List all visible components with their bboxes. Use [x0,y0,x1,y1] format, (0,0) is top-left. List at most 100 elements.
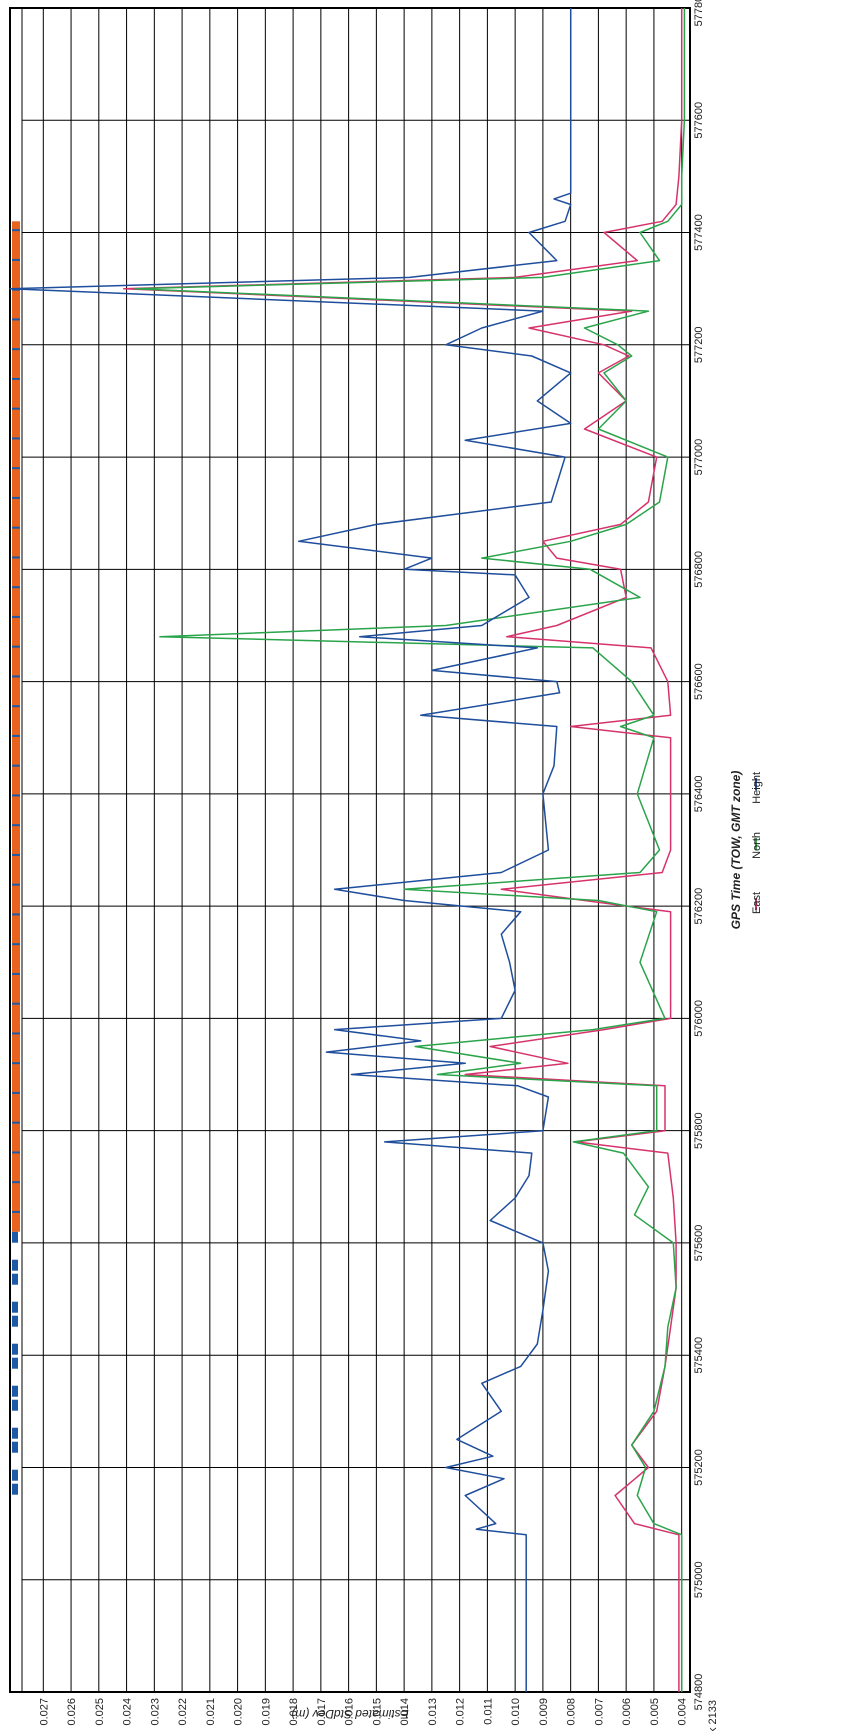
y-tick-label: 0.027 [38,1698,50,1726]
x-tick-label: 577200 [693,326,705,363]
x-tick-label: 576200 [693,888,705,925]
quality-float-stripe [12,437,20,440]
quality-segment [12,1455,18,1467]
quality-float-stripe [12,1062,20,1065]
quality-float-stripe [12,883,20,886]
quality-float-stripe [12,1121,20,1124]
x-tick-label: 577000 [693,439,705,476]
quality-segment [12,1441,18,1453]
x-tick-label: 575200 [693,1449,705,1486]
quality-float-stripe [12,1210,20,1213]
quality-segment [12,1399,18,1411]
quality-float-stripe [12,675,20,678]
quality-float-stripe [12,1151,20,1154]
quality-float-stripe [12,764,20,767]
y-axis-title: Estimated StdDev (m) [291,1707,408,1721]
y-tick-label: 0.022 [177,1698,189,1726]
y-tick-label: 0.018 [288,1698,300,1726]
quality-segment [12,1343,18,1355]
quality-float-stripe [12,258,20,261]
quality-segment [12,1413,18,1425]
grid [22,7,690,1693]
plot-area [9,7,691,1693]
quality-float-stripe [12,794,20,797]
legend: East North Height [751,772,763,914]
x-axis-title: GPS Time (TOW, GMT zone) [729,771,743,930]
y-tick-label: 0.014 [399,1698,411,1726]
quality-float-stripe [12,318,20,321]
quality-float-stripe [12,348,20,351]
quality-segment [12,1287,18,1299]
quality-float-stripe [12,972,20,975]
series-line-height [9,8,572,1692]
quality-float-stripe [12,1002,20,1005]
quality-float-stripe [12,705,20,708]
quality-float-stripe [12,734,20,737]
quality-float-stripe [12,1181,20,1184]
quality-segment [12,1231,18,1243]
quality-float-stripe [12,526,20,529]
quality-segment [12,1259,18,1271]
quality-float-stripe [12,1091,20,1094]
x-tick-label: 576800 [693,551,705,588]
quality-float-stripe [12,943,20,946]
quality-float-stripe [12,586,20,589]
y-tick-label: 0.019 [260,1698,272,1726]
y-tick-label: 0.010 [510,1698,522,1726]
y-tick-label: 0.004 [677,1698,689,1726]
quality-float-stripe [12,853,20,856]
x-tick-label: 574800 [693,1674,705,1711]
week-label: Week 2133 [707,1700,719,1731]
quality-segment [12,1427,18,1439]
quality-float-stripe [12,229,20,232]
y-tick-label: 0.009 [538,1698,550,1726]
quality-float-stripe [12,467,20,470]
quality-segment [12,1371,18,1383]
y-tick-label: 0.021 [205,1698,217,1726]
series-lines [9,8,686,1692]
y-tick-label: 0.013 [427,1698,439,1726]
quality-float-stripe [12,913,20,916]
quality-segment [12,1315,18,1327]
quality-segment [12,1483,18,1495]
quality-float-stripe [12,377,20,380]
x-tick-label: 576400 [693,776,705,813]
y-tick-label: 0.007 [593,1698,605,1726]
y-tick-label: 0.026 [66,1698,78,1726]
quality-float-stripe [12,407,20,410]
y-tick-label: 0.023 [149,1698,161,1726]
y-tick-label: 0.025 [94,1698,106,1726]
quality-float-stripe [12,1032,20,1035]
quality-segment [12,1357,18,1369]
y-tick-label: 0.012 [455,1698,467,1726]
y-tick-label: 0.011 [482,1698,494,1725]
x-tick-label: 575400 [693,1337,705,1374]
y-tick-label: 0.008 [566,1698,578,1726]
quality-segment [12,221,20,1232]
legend-label-east: East [751,892,763,914]
plot-frame [9,7,691,1693]
axis-titles: Week 2133 GPS Time (TOW, GMT zone) Estim… [291,771,743,1731]
x-tick-label: 575800 [693,1112,705,1149]
y-tick-label: 0.015 [371,1698,383,1726]
y-tick-label: 0.017 [316,1698,328,1726]
x-tick-label: 575600 [693,1225,705,1262]
quality-float-stripe [12,496,20,499]
x-tick-label: 577600 [693,102,705,139]
quality-float-stripe [12,824,20,827]
y-tick-label: 0.020 [233,1698,245,1726]
quality-segment [12,1469,18,1481]
series-line-east [123,8,683,1692]
y-tick-labels: 0.004 0.005 0.006 0.007 0.008 0.009 0.010 0.011… [38,1698,688,1726]
y-tick-label: 0.016 [344,1698,356,1726]
quality-segment [12,1385,18,1397]
quality-float-stripe [12,556,20,559]
legend-label-height: Height [751,772,763,804]
x-tick-label: 575000 [693,1561,705,1598]
x-tick-labels: 574800 575000 575200 575400 575600 575800 5760… [693,0,705,1710]
y-tick-label: 0.005 [649,1698,661,1726]
x-tick-label: 577400 [693,214,705,251]
quality-segment [12,1301,18,1313]
x-tick-label: 577800 [693,0,705,26]
